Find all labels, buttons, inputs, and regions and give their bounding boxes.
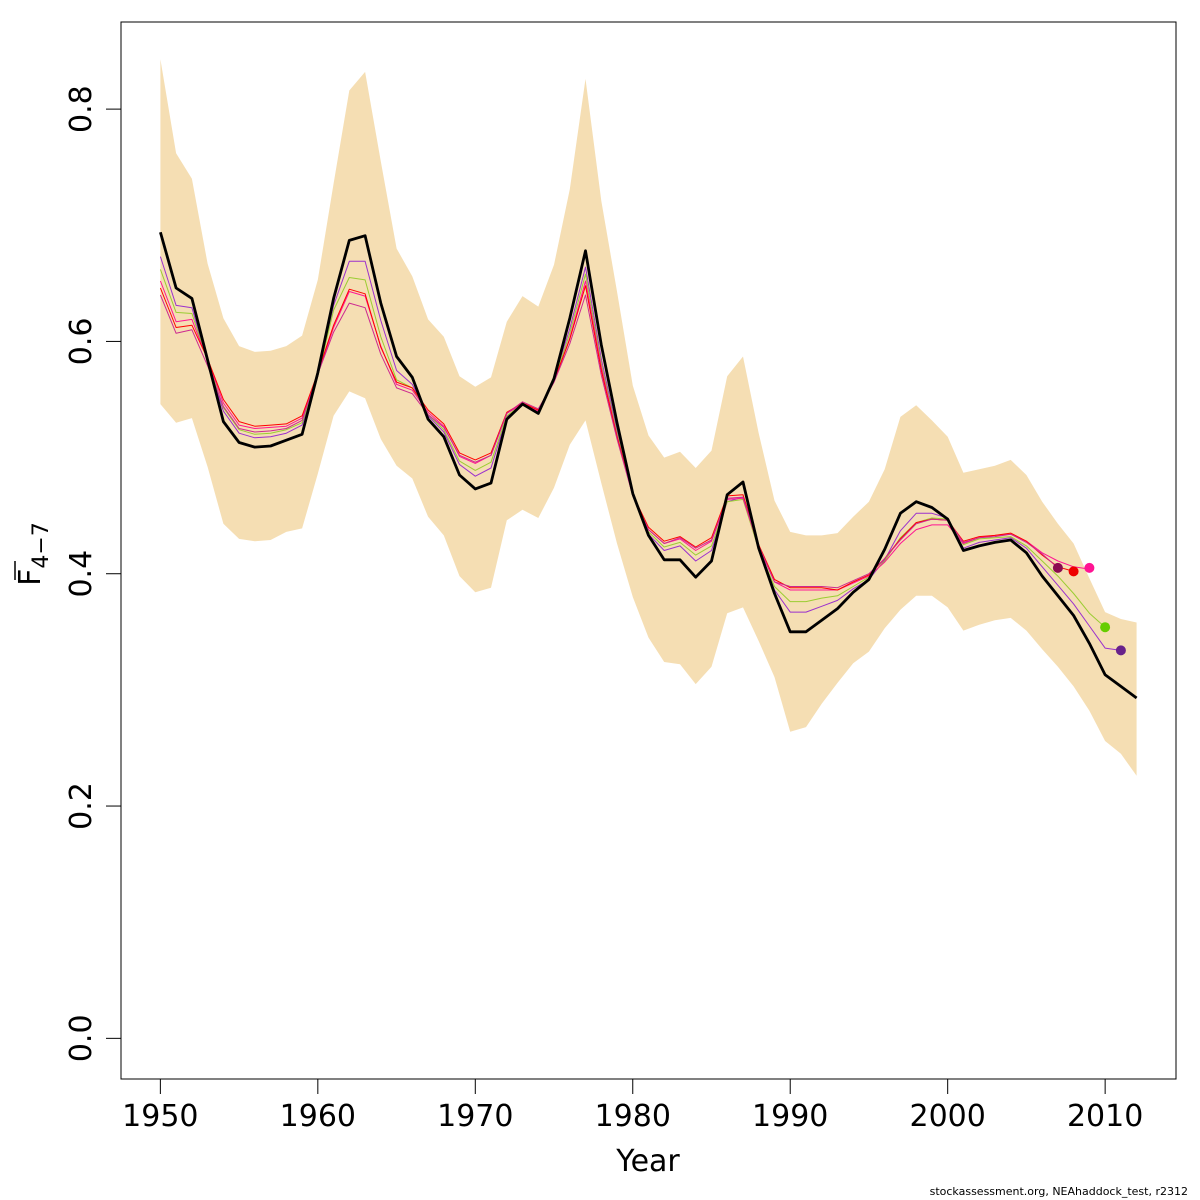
endpoint-marker-1 — [1068, 566, 1079, 577]
endpoint-markers — [1052, 562, 1126, 656]
svg-text:F4−7: F4−7 — [13, 522, 54, 586]
y-axis-title: F4−7 — [13, 522, 54, 586]
series-line-4 — [159, 285, 1074, 591]
x-tick-label-1970: 1970 — [437, 1099, 513, 1134]
endpoint-marker-0 — [1052, 562, 1063, 573]
confidence-band-area — [160, 59, 1137, 776]
y-tick-label-0: 0.0 — [64, 1014, 99, 1062]
series-line-5 — [159, 294, 1059, 589]
x-tick-label-1960: 1960 — [280, 1099, 356, 1134]
x-axis: 1950 1960 1970 1980 1990 2000 2010 — [122, 1078, 1143, 1134]
series-line-0 — [159, 231, 1138, 700]
y-tick-label-4: 0.8 — [64, 85, 99, 133]
series-lines — [159, 231, 1138, 700]
x-tick-label-2000: 2000 — [909, 1099, 985, 1134]
footer-credit: stockassessment.org, NEAhaddock_test, r2… — [929, 1185, 1188, 1198]
x-tick-label-1990: 1990 — [752, 1099, 828, 1134]
x-tick-label-2010: 2010 — [1067, 1099, 1143, 1134]
y-axis: 0.0 0.2 0.4 0.6 0.8 — [64, 85, 122, 1062]
endpoint-marker-4 — [1115, 645, 1126, 656]
y-axis-title-main: F — [13, 569, 48, 586]
y-axis-title-sub: 4−7 — [29, 522, 54, 568]
endpoint-marker-3 — [1100, 622, 1111, 633]
confidence-band — [160, 59, 1137, 776]
endpoint-marker-2 — [1084, 562, 1095, 573]
y-tick-label-2: 0.4 — [64, 550, 99, 598]
x-axis-title: Year — [615, 1144, 680, 1179]
x-tick-label-1980: 1980 — [595, 1099, 671, 1134]
y-tick-label-3: 0.6 — [64, 318, 99, 366]
y-tick-label-1: 0.2 — [64, 782, 99, 830]
x-tick-label-1950: 1950 — [122, 1099, 198, 1134]
